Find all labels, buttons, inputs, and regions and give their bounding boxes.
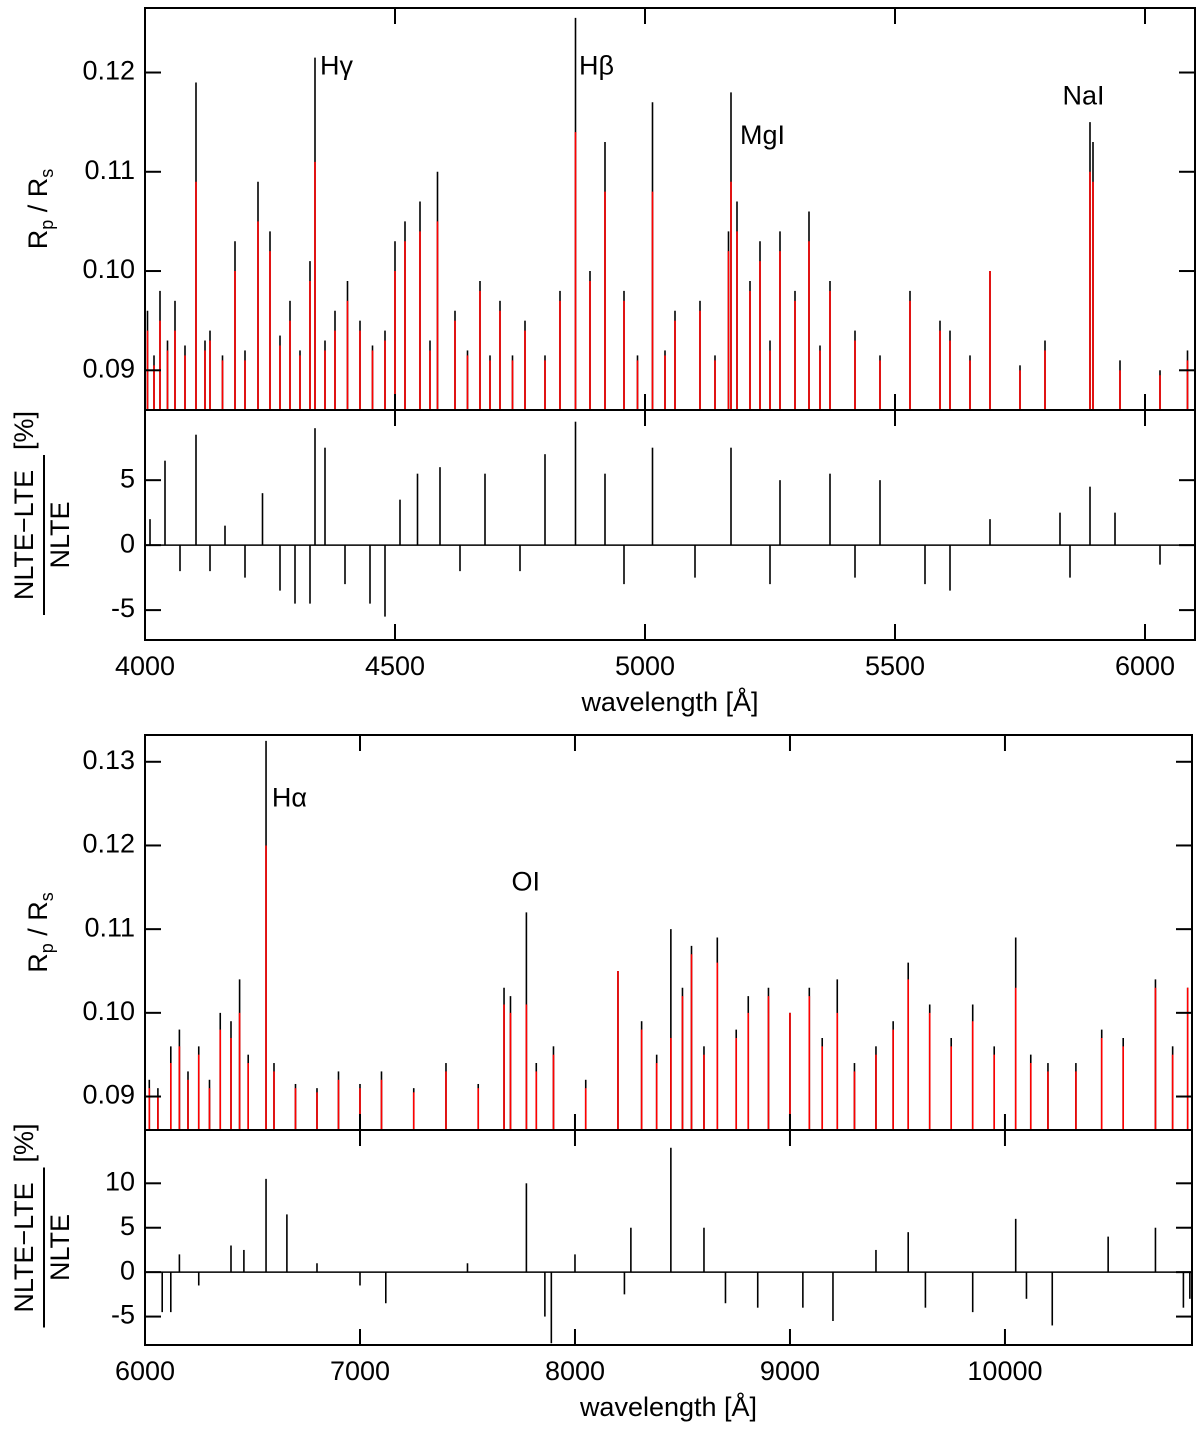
y-tick-label: 0.10 bbox=[82, 996, 135, 1026]
x-tick-label: 4500 bbox=[365, 651, 425, 681]
y-tick-label: 0.13 bbox=[82, 745, 135, 775]
y-axis-label-part: p bbox=[37, 943, 57, 953]
x-tick-label: 5500 bbox=[865, 651, 925, 681]
y-axis-label-part: s bbox=[37, 892, 57, 901]
x-axis-label: wavelength [Å] bbox=[579, 1391, 757, 1422]
x-tick-label: 5000 bbox=[615, 651, 675, 681]
x-tick-label: 10000 bbox=[967, 1356, 1042, 1386]
line-annotation: OI bbox=[512, 866, 541, 896]
x-axis-label: wavelength [Å] bbox=[580, 686, 758, 717]
line-annotation: Hα bbox=[272, 783, 307, 813]
line-annotation: NaI bbox=[1063, 80, 1105, 110]
y-axis-label: Rp / Rs bbox=[23, 169, 57, 250]
line-annotation: MgI bbox=[740, 120, 785, 150]
y-axis-label-part: / R bbox=[23, 178, 53, 220]
y-axis-label: NLTE−LTE NLTE [%] bbox=[9, 1123, 75, 1328]
y-tick-label: 0.11 bbox=[84, 155, 135, 185]
plot-frame bbox=[144, 1129, 1193, 1346]
y-label-denominator: NLTE bbox=[45, 1214, 75, 1281]
plot-frame bbox=[144, 409, 1196, 641]
line-annotation: Hβ bbox=[579, 51, 614, 81]
x-tick-label: 8000 bbox=[545, 1356, 605, 1386]
y-tick-label: 0 bbox=[120, 528, 135, 558]
y-label-numerator: NLTE−LTE bbox=[9, 1182, 39, 1312]
x-tick-label: 9000 bbox=[760, 1356, 820, 1386]
y-tick-label: 5 bbox=[120, 463, 135, 493]
y-tick-label: 10 bbox=[105, 1166, 135, 1196]
y-axis-label: NLTE−LTE NLTE [%] bbox=[9, 411, 75, 615]
y-tick-label: 0.12 bbox=[82, 56, 135, 86]
y-tick-label: 0.09 bbox=[82, 1080, 135, 1110]
x-tick-label: 6000 bbox=[1115, 651, 1175, 681]
y-tick-label: 0.12 bbox=[82, 829, 135, 859]
x-tick-label: 7000 bbox=[330, 1356, 390, 1386]
y-tick-label: 0.10 bbox=[82, 254, 135, 284]
x-tick-label: 4000 bbox=[115, 651, 175, 681]
line-annotation: Hγ bbox=[320, 51, 353, 81]
y-label-unit: [%] bbox=[9, 411, 39, 450]
y-label-numerator: NLTE−LTE bbox=[9, 470, 39, 600]
y-tick-label: -5 bbox=[111, 593, 135, 623]
y-label-denominator: NLTE bbox=[45, 501, 75, 568]
y-tick-label: 0.09 bbox=[82, 353, 135, 383]
y-axis-label-part: / R bbox=[23, 901, 53, 943]
x-tick-label: 6000 bbox=[115, 1356, 175, 1386]
y-label-unit: [%] bbox=[9, 1123, 39, 1162]
y-axis-label-part: R bbox=[23, 953, 53, 973]
y-tick-label: -5 bbox=[111, 1300, 135, 1330]
plot-frame bbox=[144, 7, 1196, 411]
y-tick-label: 5 bbox=[120, 1211, 135, 1241]
y-axis-label-part: s bbox=[37, 169, 57, 178]
y-axis-label: Rp / Rs bbox=[23, 892, 57, 973]
y-axis-label-part: p bbox=[37, 220, 57, 230]
y-tick-label: 0 bbox=[120, 1255, 135, 1285]
y-axis-label-part: R bbox=[23, 230, 53, 250]
y-tick-label: 0.11 bbox=[84, 912, 135, 942]
